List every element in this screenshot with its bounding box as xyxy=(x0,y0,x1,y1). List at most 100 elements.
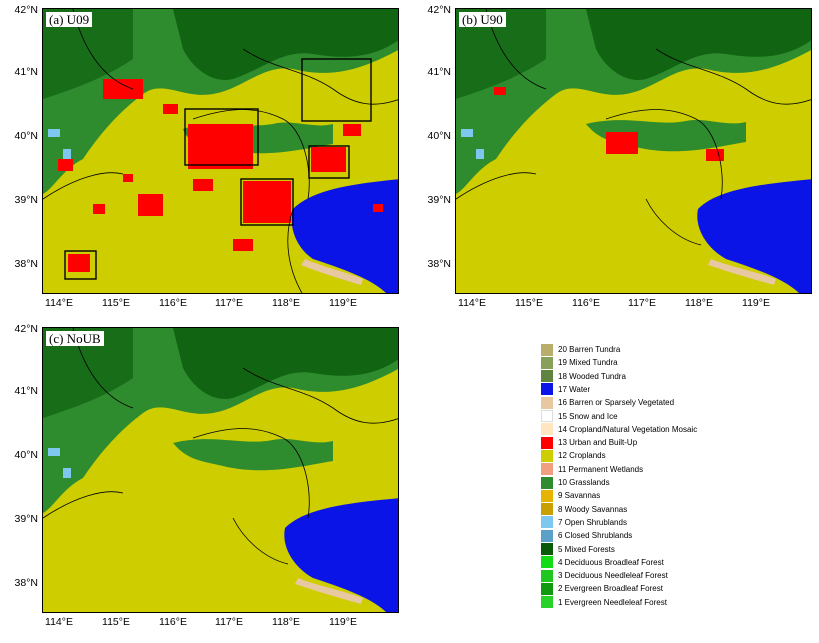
x-tick-119e-a: 119°E xyxy=(329,297,357,309)
x-tick-116e-c: 116°E xyxy=(159,616,187,628)
x-tick-119e-b: 119°E xyxy=(742,297,770,309)
legend-label: 18 Wooded Tundra xyxy=(558,371,626,381)
x-tick-116e-a: 116°E xyxy=(159,297,187,309)
legend-item: 16 Barren or Sparsely Vegetated xyxy=(541,396,674,409)
legend-label: 2 Evergreen Broadleaf Forest xyxy=(558,584,663,594)
y-tick-42n-c: 42°N xyxy=(14,323,38,335)
legend-swatch xyxy=(541,396,553,409)
x-tick-115e-a: 115°E xyxy=(102,297,130,309)
legend-item: 9 Savannas xyxy=(541,489,600,502)
x-tick-114e-b: 114°E xyxy=(458,297,486,309)
y-tick-39n-c: 39°N xyxy=(14,513,38,525)
y-tick-42n-b: 42°N xyxy=(427,4,451,16)
legend-swatch xyxy=(541,489,553,502)
x-tick-119e-c: 119°E xyxy=(329,616,357,628)
legend-item: 4 Deciduous Broadleaf Forest xyxy=(541,556,664,569)
x-tick-115e-b: 115°E xyxy=(515,297,543,309)
x-tick-115e-c: 115°E xyxy=(102,616,130,628)
landuse-map-noub xyxy=(43,328,398,612)
legend-swatch xyxy=(541,410,553,422)
legend-item: 20 Barren Tundra xyxy=(541,343,620,356)
legend-swatch xyxy=(541,383,553,396)
legend-swatch xyxy=(541,543,553,555)
legend-label: 14 Cropland/Natural Vegetation Mosaic xyxy=(558,424,698,434)
legend-item: 17 Water xyxy=(541,383,590,396)
legend-swatch xyxy=(541,516,553,529)
legend-item: 19 Mixed Tundra xyxy=(541,356,618,369)
legend-label: 5 Mixed Forests xyxy=(558,544,615,554)
legend-item: 3 Deciduous Needleleaf Forest xyxy=(541,569,668,582)
y-tick-40n-a: 40°N xyxy=(14,130,38,142)
legend-swatch xyxy=(541,503,553,516)
legend-label: 20 Barren Tundra xyxy=(558,345,621,354)
legend-label: 15 Snow and Ice xyxy=(558,411,618,421)
legend-swatch xyxy=(541,596,553,609)
legend-label: 13 Urban and Built-Up xyxy=(558,438,638,448)
x-tick-116e-b: 116°E xyxy=(572,297,600,309)
legend-label: 17 Water xyxy=(558,384,591,394)
y-tick-41n-b: 41°N xyxy=(427,66,451,78)
legend-item: 11 Permanent Wetlands xyxy=(541,463,643,476)
panel-label-noub: (c) NoUB xyxy=(46,331,104,346)
legend-label: 6 Closed Shrublands xyxy=(558,531,633,541)
y-tick-40n-c: 40°N xyxy=(14,449,38,461)
y-tick-39n-b: 39°N xyxy=(427,194,451,206)
panel-label-u09: (a) U09 xyxy=(46,12,93,27)
legend-item: 14 Cropland/Natural Vegetation Mosaic xyxy=(541,423,697,436)
map-u90: (b) U90 xyxy=(455,8,812,294)
legend-item: 15 Snow and Ice xyxy=(541,410,618,423)
legend-item: 8 Woody Savannas xyxy=(541,503,627,516)
legend-swatch xyxy=(541,343,553,356)
y-tick-40n-b: 40°N xyxy=(427,130,451,142)
legend-label: 4 Deciduous Broadleaf Forest xyxy=(558,557,664,567)
y-tick-41n-a: 41°N xyxy=(14,66,38,78)
y-tick-41n-c: 41°N xyxy=(14,385,38,397)
legend-swatch xyxy=(541,556,553,569)
legend-label: 8 Woody Savannas xyxy=(558,504,628,514)
x-tick-117e-b: 117°E xyxy=(628,297,656,309)
x-tick-114e-a: 114°E xyxy=(45,297,73,309)
legend-swatch xyxy=(541,569,553,582)
y-tick-39n-a: 39°N xyxy=(14,194,38,206)
legend-item: 12 Croplands xyxy=(541,449,606,462)
legend-swatch xyxy=(541,449,553,462)
legend-label: 11 Permanent Wetlands xyxy=(558,464,644,474)
x-tick-118e-c: 118°E xyxy=(272,616,300,628)
y-tick-38n-a: 38°N xyxy=(14,258,38,270)
legend-item: 2 Evergreen Broadleaf Forest xyxy=(541,582,663,595)
legend-swatch xyxy=(541,529,553,542)
legend-label: 7 Open Shrublands xyxy=(558,517,627,527)
legend-swatch xyxy=(541,423,553,436)
map-noub: (c) NoUB xyxy=(42,327,399,613)
legend-item: 5 Mixed Forests xyxy=(541,543,615,556)
legend-label: 9 Savannas xyxy=(558,491,601,501)
legend-swatch xyxy=(541,436,553,449)
y-tick-38n-b: 38°N xyxy=(427,258,451,270)
legend-label: 19 Mixed Tundra xyxy=(558,358,618,368)
x-tick-117e-a: 117°E xyxy=(215,297,243,309)
y-tick-42n-a: 42°N xyxy=(14,4,38,16)
landuse-map-u09 xyxy=(43,9,398,293)
x-tick-118e-b: 118°E xyxy=(685,297,713,309)
x-tick-114e-c: 114°E xyxy=(45,616,73,628)
y-tick-38n-c: 38°N xyxy=(14,577,38,589)
legend-label: 3 Deciduous Needleleaf Forest xyxy=(558,571,668,581)
legend-label: 12 Croplands xyxy=(558,451,606,461)
panel-label-u90: (b) U90 xyxy=(459,12,506,27)
legend-swatch xyxy=(541,370,553,383)
legend-item: 13 Urban and Built-Up xyxy=(541,436,637,449)
legend-swatch xyxy=(541,356,553,369)
legend-item: 7 Open Shrublands xyxy=(541,516,627,529)
legend-swatch xyxy=(541,582,553,595)
landuse-map-u90 xyxy=(456,9,811,293)
legend-swatch xyxy=(541,476,553,489)
legend-item: 6 Closed Shrublands xyxy=(541,529,632,542)
legend-label: 10 Grasslands xyxy=(558,478,610,487)
legend-item: 18 Wooded Tundra xyxy=(541,370,626,383)
x-tick-118e-a: 118°E xyxy=(272,297,300,309)
x-tick-117e-c: 117°E xyxy=(215,616,243,628)
legend-swatch xyxy=(541,463,553,476)
legend-item: 10 Grasslands xyxy=(541,476,610,489)
legend-label: 1 Evergreen Needleleaf Forest xyxy=(558,597,667,607)
legend-item: 1 Evergreen Needleleaf Forest xyxy=(541,596,667,609)
